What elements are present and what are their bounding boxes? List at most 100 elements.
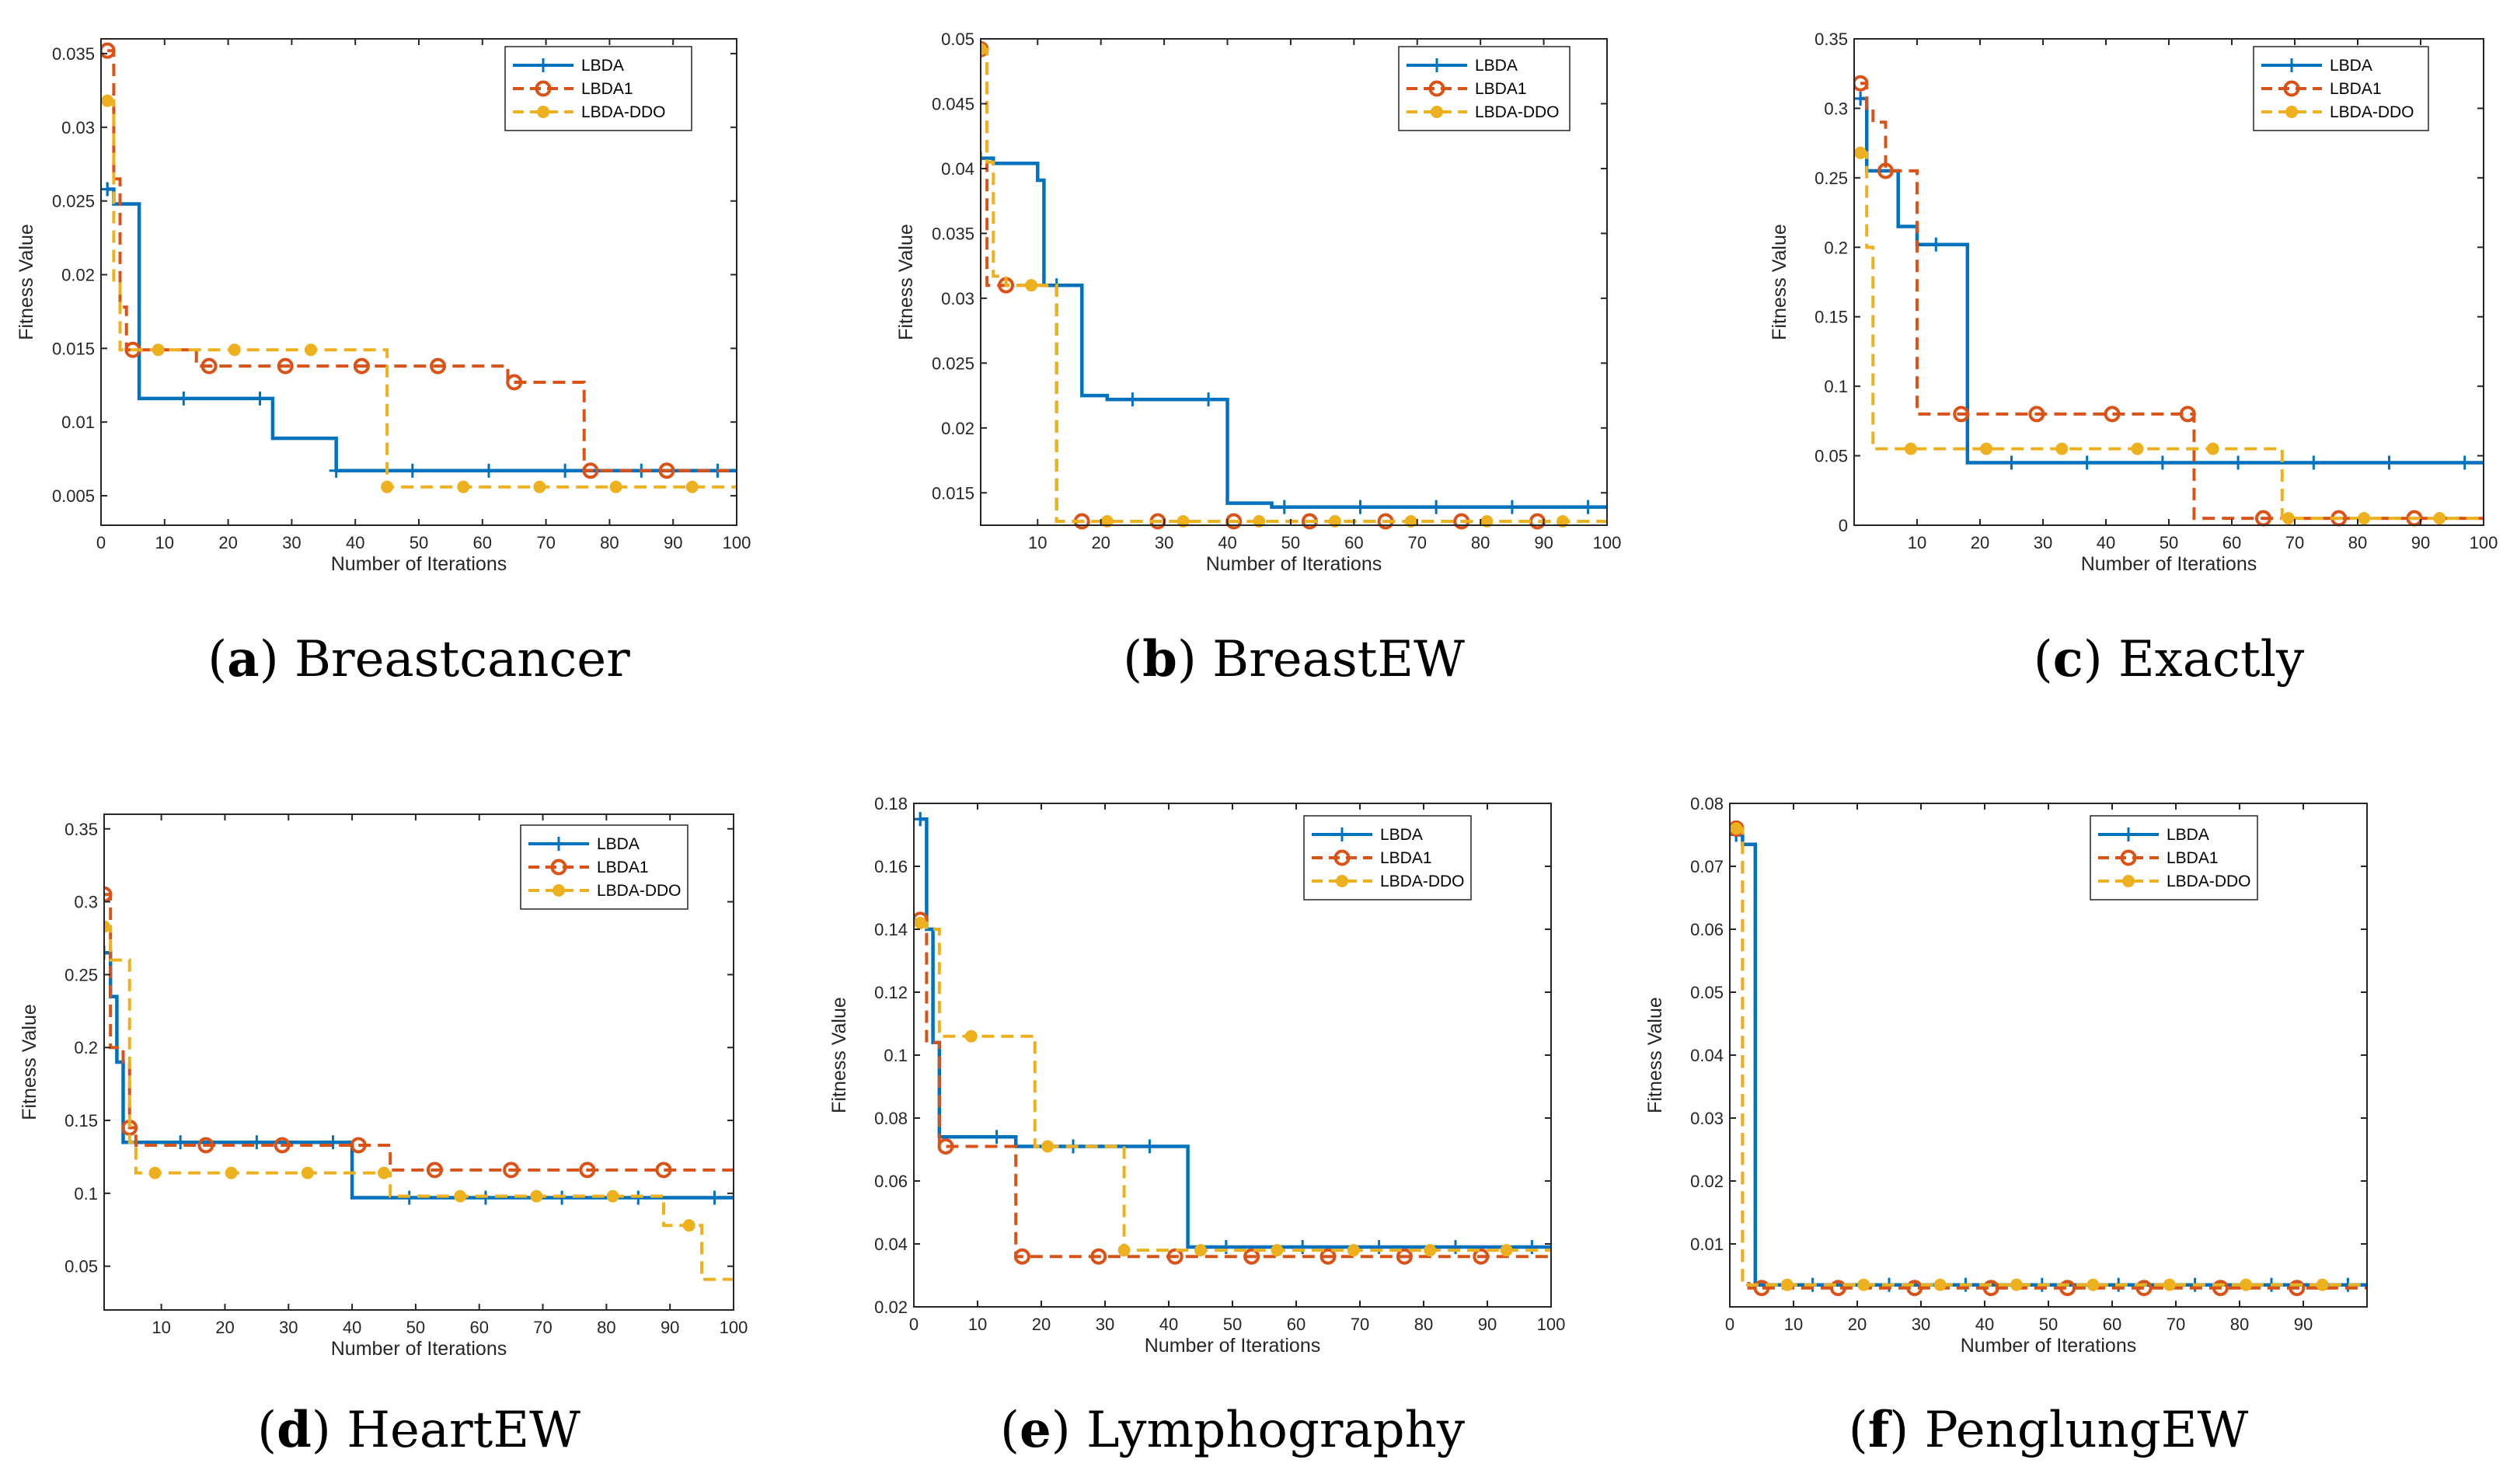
data-point-lbda xyxy=(253,391,267,406)
y-tick-label: 0.08 xyxy=(1690,794,1724,813)
data-point-lbda-ddo xyxy=(1780,1278,1794,1291)
data-point-lbda xyxy=(2231,455,2246,470)
series-line-lbda1 xyxy=(107,49,737,472)
data-point-lbda xyxy=(326,1135,340,1150)
data-point-lbda xyxy=(914,812,928,827)
data-point-lbda-ddo xyxy=(301,1166,314,1179)
y-tick-label: 0.015 xyxy=(52,339,95,358)
series-group xyxy=(101,42,737,493)
data-point-lbda xyxy=(707,1190,722,1205)
x-tick-label: 10 xyxy=(1784,1315,1803,1334)
data-point-lbda1 xyxy=(1473,1248,1490,1265)
data-point-lbda1 xyxy=(1854,75,1869,92)
data-point-lbda1 xyxy=(1877,162,1894,179)
y-tick-label: 0.14 xyxy=(874,920,908,939)
legend-marker-lbda-ddo xyxy=(537,106,549,118)
data-point-lbda1 xyxy=(582,462,599,479)
legend-label-lbda-ddo: LBDA-DDO xyxy=(1380,873,1465,890)
data-point-lbda-ddo xyxy=(1194,1244,1207,1257)
x-axis-label: Number of Iterations xyxy=(1206,553,1382,575)
y-tick-label: 0.35 xyxy=(1815,30,1848,49)
data-point-lbda xyxy=(1142,1139,1157,1154)
x-tick-label: 100 xyxy=(720,1318,748,1337)
y-tick-label: 0.12 xyxy=(874,983,908,1002)
x-tick-label: 70 xyxy=(536,533,555,552)
x-tick-label: 50 xyxy=(2039,1315,2058,1334)
data-point-lbda-ddo xyxy=(104,920,110,933)
legend-marker-lbda1 xyxy=(1428,80,1445,97)
caption-letter: d xyxy=(277,1401,312,1459)
data-point-lbda-ddo xyxy=(1253,514,1266,528)
series-line-lbda1 xyxy=(920,918,1551,1259)
x-axis-label: Number of Iterations xyxy=(1145,1335,1321,1357)
caption-dataset-name: PenglungEW xyxy=(1925,1402,2249,1459)
legend-marker-lbda xyxy=(536,58,550,72)
x-tick-label: 40 xyxy=(1218,533,1236,552)
data-point-lbda1 xyxy=(579,1162,596,1179)
data-point-lbda-ddo xyxy=(1177,514,1190,528)
y-tick-label: 0.05 xyxy=(941,30,974,49)
legend-marker-lbda xyxy=(1335,827,1349,841)
x-axis-label: Number of Iterations xyxy=(331,553,507,575)
chart-panel-b: 10 20 30 40 50 60 70 80 90 100 0.015 0.02 0.025 0.03 0… xyxy=(895,30,1621,688)
y-tick-label: 0.03 xyxy=(941,289,974,308)
x-tick-label: 60 xyxy=(1344,533,1363,552)
data-point-lbda-ddo xyxy=(225,1166,238,1179)
x-tick-label: 60 xyxy=(473,533,492,552)
chart-panel-d: 10 20 30 40 50 60 70 80 90 100 0.05 0.1 0.15 0.2 0.25 0… xyxy=(19,813,748,1459)
chart-panel-c: 10 20 30 40 50 60 70 80 90 100 0 0.05 0.1 0.15 0.2 0.25… xyxy=(1769,30,2498,688)
x-tick-label: 80 xyxy=(597,1318,615,1337)
panel-caption: (c) Exactly xyxy=(2034,630,2304,688)
x-tick-label: 100 xyxy=(2470,533,2498,552)
data-point-lbda1 xyxy=(1906,1280,1923,1297)
data-point-lbda1 xyxy=(1396,1248,1413,1265)
data-point-lbda1 xyxy=(658,462,675,479)
x-tick-label: 100 xyxy=(1593,533,1622,552)
y-tick-label: 0.25 xyxy=(1815,169,1848,188)
plot-area xyxy=(1730,803,2367,1307)
data-point-lbda-ddo xyxy=(1424,1244,1437,1257)
data-point-lbda1 xyxy=(1013,1248,1030,1265)
data-point-lbda-ddo xyxy=(1980,442,1993,455)
legend: LBDA LBDA1 LBDA-DDO xyxy=(1398,46,1570,131)
data-point-lbda1 xyxy=(1982,1280,1999,1297)
data-point-lbda-ddo xyxy=(148,1166,162,1179)
y-tick-label: 0.045 xyxy=(932,94,974,113)
data-point-lbda1 xyxy=(1243,1248,1260,1265)
data-point-lbda1 xyxy=(1753,1280,1770,1297)
data-point-lbda xyxy=(329,463,343,478)
x-axis-label: Number of Iterations xyxy=(331,1338,507,1360)
legend-label-lbda: LBDA xyxy=(597,835,640,853)
panel-caption: (e) Lymphography xyxy=(1000,1401,1465,1459)
data-point-lbda xyxy=(2079,455,2094,470)
chart-panel-f: 0 10 20 30 40 50 60 70 80 90 0.01 0.02 0.03 0.04 0.05 0… xyxy=(1644,794,2368,1459)
y-tick-label: 0.02 xyxy=(941,419,974,438)
series-group xyxy=(914,812,1551,1265)
panel-caption: (b) BreastEW xyxy=(1123,630,1465,688)
data-point-lbda1 xyxy=(2135,1280,2153,1297)
y-tick-label: 0.15 xyxy=(64,1111,98,1130)
data-point-lbda xyxy=(2457,455,2472,470)
legend-label-lbda1: LBDA1 xyxy=(581,80,633,98)
data-point-lbda-ddo xyxy=(685,480,699,493)
caption-dataset-name: BreastEW xyxy=(1212,631,1465,688)
series-group xyxy=(1854,75,2484,527)
data-point-lbda-ddo xyxy=(457,480,470,493)
y-tick-label: 0.06 xyxy=(1690,920,1724,939)
data-point-lbda-ddo xyxy=(304,343,317,357)
data-point-lbda1 xyxy=(503,1162,520,1179)
data-point-lbda-ddo xyxy=(1854,146,1867,159)
data-point-lbda-ddo xyxy=(1100,514,1114,528)
caption-dataset-name: Breastcancer xyxy=(295,631,630,688)
x-tick-label: 50 xyxy=(410,533,428,552)
data-point-lbda-ddo xyxy=(2358,512,2371,525)
y-tick-label: 0.03 xyxy=(1690,1109,1724,1128)
data-point-lbda xyxy=(981,151,988,165)
data-point-lbda1 xyxy=(104,886,113,903)
series-group xyxy=(104,886,734,1281)
x-tick-label: 80 xyxy=(2348,533,2367,552)
y-tick-label: 0.07 xyxy=(1690,857,1724,876)
data-point-lbda1 xyxy=(426,1162,443,1179)
data-point-lbda1 xyxy=(277,357,294,374)
data-point-lbda1 xyxy=(2028,406,2045,423)
